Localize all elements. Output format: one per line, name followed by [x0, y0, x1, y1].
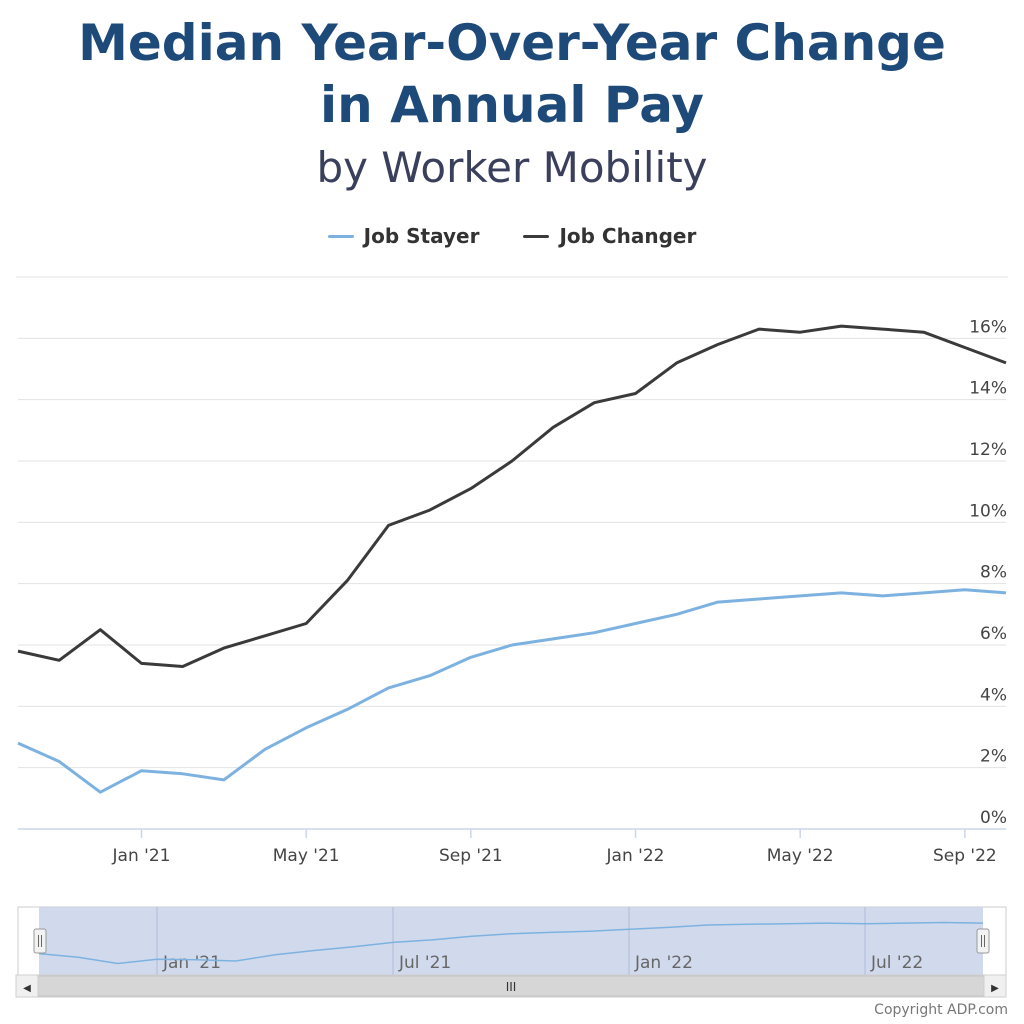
scroll-right-arrow-icon: ▶: [991, 983, 999, 994]
chart-title-line-2: in Annual Pay: [319, 76, 704, 134]
series-line-job-changer[interactable]: [17, 324, 1007, 668]
navigator[interactable]: Jan '21 Jul '21 Jan '22 Jul '22: [17, 906, 1007, 978]
x-tick-label: Sep '22: [933, 846, 997, 866]
legend-label-job-stayer: Job Stayer: [363, 224, 480, 248]
legend-item-job-changer[interactable]: Job Changer: [523, 224, 696, 248]
navigator-right-handle[interactable]: [976, 928, 990, 954]
scroll-left-arrow-icon: ◀: [23, 983, 31, 994]
scrollbar[interactable]: III ◀ ▶: [15, 974, 1007, 998]
x-tick-label: May '21: [273, 846, 340, 866]
copyright-text: Copyright ADP.com: [874, 1002, 1008, 1018]
y-axis-labels: 0% 2% 4% 6% 8% 10% 12% 14% 16%: [969, 317, 1007, 828]
navigator-left-handle[interactable]: [33, 928, 47, 954]
legend: Job Stayer Job Changer: [0, 224, 1024, 248]
grid: [18, 337, 1006, 769]
navigator-job-stayer-line: [38, 921, 984, 965]
series-lines: [17, 324, 1007, 794]
y-tick-label: 12%: [969, 440, 1007, 460]
scrollbar-grip[interactable]: III: [506, 980, 517, 994]
y-tick-label: 4%: [980, 685, 1007, 705]
navigator-label: Jan '22: [634, 953, 693, 973]
navigator-label: Jul '22: [870, 953, 923, 973]
x-tick-label: Jan '21: [112, 846, 171, 866]
x-tick-label: May '22: [767, 846, 834, 866]
x-axis: Jan '21 May '21 Sep '21 Jan '22 May '22 Sep '…: [18, 828, 1006, 866]
y-tick-label: 0%: [980, 808, 1007, 828]
chart-title: Median Year-Over-Year Change in Annual P…: [0, 12, 1024, 136]
chart-title-line-1: Median Year-Over-Year Change: [78, 14, 946, 72]
navigator-label: Jul '21: [398, 953, 451, 973]
scroll-left-button[interactable]: [15, 974, 39, 998]
y-tick-label: 6%: [980, 624, 1007, 644]
x-tick-label: Jan '22: [606, 846, 665, 866]
y-tick-label: 16%: [969, 317, 1007, 337]
navigator-label: Jan '21: [162, 953, 221, 973]
scroll-right-button[interactable]: [983, 974, 1007, 998]
y-tick-label: 14%: [969, 379, 1007, 399]
legend-label-job-changer: Job Changer: [559, 224, 697, 248]
y-tick-label: 8%: [980, 563, 1007, 583]
legend-item-job-stayer[interactable]: Job Stayer: [327, 224, 480, 248]
chart-subtitle: by Worker Mobility: [316, 143, 708, 192]
legend-swatch-job-changer: [523, 234, 550, 238]
legend-swatch-job-stayer: [327, 234, 354, 238]
navigator-grid: [156, 907, 866, 977]
navigator-labels: Jan '21 Jul '21 Jan '22 Jul '22: [162, 953, 923, 973]
x-tick-label: Sep '21: [439, 846, 503, 866]
y-tick-label: 10%: [969, 501, 1007, 521]
y-tick-label: 2%: [980, 747, 1007, 767]
navigator-selection[interactable]: [39, 907, 983, 977]
series-line-job-stayer[interactable]: [17, 588, 1007, 794]
